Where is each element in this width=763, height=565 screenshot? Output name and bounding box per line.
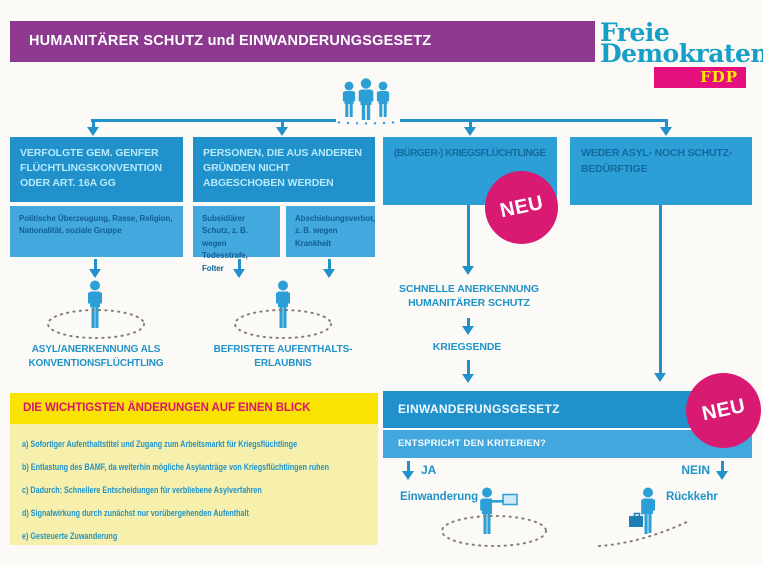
- connector-line: [466, 318, 470, 328]
- dashed-path-icon: [598, 520, 690, 547]
- connector-line: [91, 119, 336, 122]
- changes-item: d) Signalwirkung durch zunächst nur vorü…: [22, 508, 249, 518]
- logo-line2: Demokraten: [600, 39, 763, 68]
- neu-badge: NEU: [686, 373, 761, 448]
- connector-line: [466, 205, 470, 268]
- connector-line: [327, 259, 331, 271]
- arrow-down-icon: [88, 269, 101, 278]
- box-kriegsfluechtlinge-title: (BÜRGER-) KRIEGSFLÜCHTLINGE: [394, 148, 546, 159]
- outcome-einwanderung: Einwanderung: [400, 491, 479, 503]
- outcome-rueckkehr: Rückkehr: [666, 491, 718, 503]
- neu-badge: NEU: [485, 171, 558, 244]
- arrow-down-icon: [715, 471, 728, 480]
- dashed-ellipse-icon: [47, 309, 145, 339]
- connector-line: [406, 461, 410, 473]
- person-with-suitcase-icon: [629, 487, 655, 534]
- box-geduldete-title: PERSONEN, DIE AUS ANDEREN GRÜNDEN NICHT …: [193, 137, 375, 202]
- connector-line: [664, 119, 668, 129]
- arrow-down-icon: [86, 127, 99, 136]
- changes-item: a) Sofortiger Aufenthaltstitel und Zugan…: [22, 439, 298, 449]
- connector-line: [400, 119, 668, 122]
- box-abschiebungsverbot-detail: Abschiebungsverbot, z. B. wegen Krankhei…: [286, 206, 375, 257]
- person-icon: [88, 280, 102, 328]
- changes-panel: a) Sofortiger Aufenthaltstitel und Zugan…: [10, 424, 378, 545]
- nein-label: NEIN: [681, 463, 710, 477]
- outcome-konventionsfluechtling: ASYL/ANERKENNUNG ALS KONVENTIONSFLÜCHTLI…: [28, 344, 164, 369]
- connector-line: [280, 121, 284, 129]
- changes-item: b) Entlastung des BAMF, da weiterhin mög…: [22, 462, 329, 472]
- law-box-question: ENTSPRICHT DEN KRITERIEN?: [383, 430, 752, 458]
- box-konvention-title: VERFOLGTE GEM. GENFER FLÜCHTLINGSKONVENT…: [10, 137, 183, 202]
- arrow-down-icon: [322, 269, 335, 278]
- connector-line: [237, 259, 241, 271]
- connector-line: [466, 360, 470, 376]
- connector-line: [91, 119, 95, 129]
- arrow-down-icon: [461, 266, 474, 275]
- step-schnelle-anerkennung: SCHNELLE ANERKENNUNG HUMANITÄRER SCHUTZ: [399, 283, 539, 310]
- connector-line: [658, 205, 662, 375]
- person-with-flag-icon: [480, 487, 518, 534]
- page-title: HUMANITÄRER SCHUTZ und EINWANDERUNGSGESE…: [10, 21, 595, 62]
- arrow-down-icon: [401, 471, 414, 480]
- arrow-down-icon: [653, 373, 666, 382]
- outcome-aufenthaltserlaubnis: BEFRISTETE AUFENTHALTS-ERLAUBNIS: [213, 344, 353, 369]
- arrow-down-icon: [461, 326, 474, 335]
- arrow-down-icon: [232, 269, 245, 278]
- box-konvention-detail: Politische Überzeugung, Rasse, Religion,…: [10, 206, 183, 257]
- arrow-down-icon: [275, 127, 288, 136]
- arrow-down-icon: [461, 374, 474, 383]
- fdp-logo: Freie Demokraten: [600, 18, 763, 68]
- changes-panel-title: DIE WICHTIGSTEN ÄNDERUNGEN AUF EINEN BLI…: [10, 393, 378, 424]
- step-kriegsende: KRIEGSENDE: [432, 341, 502, 353]
- fdp-badge: FDP: [654, 67, 746, 88]
- logo-line1: Freie: [600, 18, 670, 47]
- people-group-icon: [337, 78, 395, 125]
- connector-line: [468, 121, 472, 129]
- connector-line: [720, 461, 724, 473]
- connector-line: [93, 259, 97, 271]
- person-icon: [276, 280, 290, 328]
- dashed-ellipse-icon: [441, 515, 547, 547]
- ja-label: JA: [421, 463, 437, 477]
- box-nicht-schutzbeduerftige: WEDER ASYL- NOCH SCHUTZ-BEDÜRFTIGE: [570, 137, 752, 205]
- changes-item: e) Gesteuerte Zuwanderung: [22, 531, 118, 541]
- dashed-ellipse-icon: [234, 309, 332, 339]
- arrow-down-icon: [659, 127, 672, 136]
- arrow-down-icon: [463, 127, 476, 136]
- changes-item: c) Dadurch: Schnellere Entscheidungen fü…: [22, 485, 262, 495]
- box-subsidiaer-detail: Subsidiärer Schutz, z. B. wegen Todesstr…: [193, 206, 280, 273]
